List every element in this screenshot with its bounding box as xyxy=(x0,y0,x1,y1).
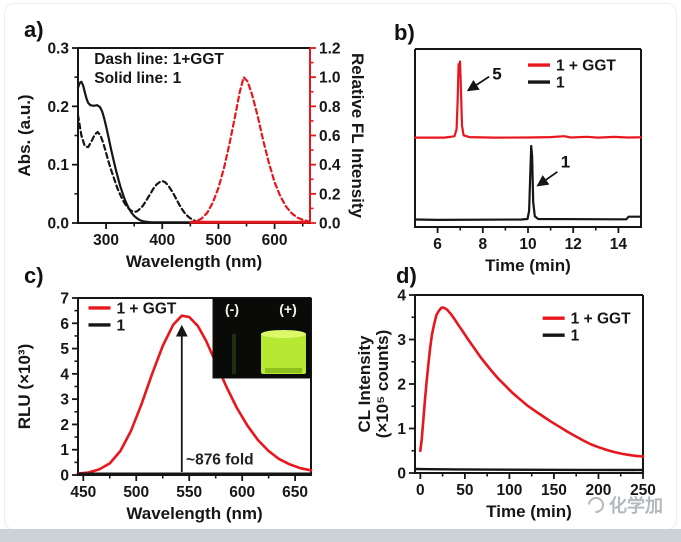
svg-text:~876 fold: ~876 fold xyxy=(186,451,254,468)
svg-text:500: 500 xyxy=(205,232,231,249)
svg-text:c): c) xyxy=(24,263,44,288)
svg-text:50: 50 xyxy=(456,482,473,499)
svg-text:1: 1 xyxy=(556,75,565,92)
svg-text:2: 2 xyxy=(397,377,406,394)
svg-text:Wavelength (nm): Wavelength (nm) xyxy=(126,504,262,523)
svg-text:1.2: 1.2 xyxy=(319,41,341,58)
svg-text:0: 0 xyxy=(416,482,425,499)
svg-text:150: 150 xyxy=(541,482,567,499)
svg-text:4: 4 xyxy=(397,288,406,305)
svg-text:Abs. (a.u.): Abs. (a.u.) xyxy=(15,94,34,176)
chemistry-plus-logo-icon xyxy=(584,493,608,517)
svg-text:1: 1 xyxy=(571,328,580,345)
svg-text:Time (min): Time (min) xyxy=(486,502,572,521)
svg-text:0: 0 xyxy=(397,466,406,483)
svg-text:0.0: 0.0 xyxy=(47,216,69,233)
svg-text:250: 250 xyxy=(630,482,656,499)
svg-text:200: 200 xyxy=(586,482,612,499)
svg-text:0.2: 0.2 xyxy=(319,186,341,203)
svg-text:2: 2 xyxy=(60,417,69,434)
panel-a-absorption-fluorescence-chart: 300 400 500 600 0.0 0.1 0.2 0.3 0.0 0.2 0.4 0.6 0.8 1… xyxy=(15,17,367,271)
svg-text:0.1: 0.1 xyxy=(47,157,69,174)
svg-text:14: 14 xyxy=(610,236,628,253)
svg-text:10: 10 xyxy=(519,236,536,253)
bottom-gray-bar xyxy=(0,529,681,542)
svg-text:300: 300 xyxy=(93,232,119,249)
svg-text:550: 550 xyxy=(176,484,202,501)
svg-text:3: 3 xyxy=(397,332,406,349)
svg-text:450: 450 xyxy=(70,484,96,501)
svg-text:(×10⁵ counts): (×10⁵ counts) xyxy=(373,330,392,439)
svg-text:0.0: 0.0 xyxy=(319,216,341,233)
svg-text:1 + GGT: 1 + GGT xyxy=(556,58,616,75)
svg-text:1: 1 xyxy=(60,442,69,459)
svg-text:Wavelength (nm): Wavelength (nm) xyxy=(126,252,262,271)
svg-text:0.6: 0.6 xyxy=(319,128,341,145)
svg-text:5: 5 xyxy=(492,64,501,83)
svg-text:6: 6 xyxy=(60,316,69,333)
svg-text:Dash line: 1+GGT: Dash line: 1+GGT xyxy=(94,51,224,68)
svg-text:400: 400 xyxy=(149,232,175,249)
svg-text:Relative FL Intensity: Relative FL Intensity xyxy=(348,53,367,219)
watermark: 化学加 xyxy=(584,492,663,518)
svg-text:1.0: 1.0 xyxy=(319,70,341,87)
svg-text:b): b) xyxy=(394,20,415,45)
svg-text:1: 1 xyxy=(397,421,406,438)
svg-text:100: 100 xyxy=(496,482,522,499)
svg-text:Time (min): Time (min) xyxy=(485,256,571,275)
svg-text:5: 5 xyxy=(60,341,69,358)
svg-text:(-): (-) xyxy=(225,301,239,317)
svg-text:(+): (+) xyxy=(279,301,297,317)
svg-text:650: 650 xyxy=(282,484,308,501)
svg-text:1 + GGT: 1 + GGT xyxy=(571,311,631,328)
svg-text:0.4: 0.4 xyxy=(319,157,341,174)
svg-text:3: 3 xyxy=(60,392,69,409)
panel-c-luminescence-spectrum-chart: 450 500 550 600 650 0 1 2 3 4 5 6 7 Wavelength (nm) RL… xyxy=(15,263,313,523)
svg-text:0.8: 0.8 xyxy=(319,99,341,116)
svg-text:1: 1 xyxy=(561,152,570,171)
svg-text:a): a) xyxy=(24,17,44,42)
svg-text:d): d) xyxy=(396,263,417,288)
svg-text:12: 12 xyxy=(565,236,582,253)
svg-text:1: 1 xyxy=(116,317,125,334)
svg-text:600: 600 xyxy=(262,232,288,249)
svg-text:500: 500 xyxy=(123,484,149,501)
svg-text:6: 6 xyxy=(433,236,442,253)
svg-text:0: 0 xyxy=(60,468,69,485)
svg-text:0.3: 0.3 xyxy=(47,41,69,58)
svg-text:600: 600 xyxy=(229,484,255,501)
svg-text:1 + GGT: 1 + GGT xyxy=(116,300,176,317)
svg-text:RLU (×10³): RLU (×10³) xyxy=(15,344,34,429)
panel-d-cl-kinetics-chart: 0 50 100 150 200 250 0 1 2 3 4 Time (min) CL Intensi… xyxy=(355,263,656,521)
svg-text:CL Intensity: CL Intensity xyxy=(355,335,374,433)
watermark-text: 化学加 xyxy=(609,496,663,516)
svg-text:4: 4 xyxy=(60,366,69,383)
svg-text:Solid line: 1: Solid line: 1 xyxy=(94,70,181,87)
figure-card xyxy=(4,3,677,530)
svg-text:0.2: 0.2 xyxy=(47,99,69,116)
svg-text:8: 8 xyxy=(478,236,487,253)
svg-text:7: 7 xyxy=(60,291,69,308)
